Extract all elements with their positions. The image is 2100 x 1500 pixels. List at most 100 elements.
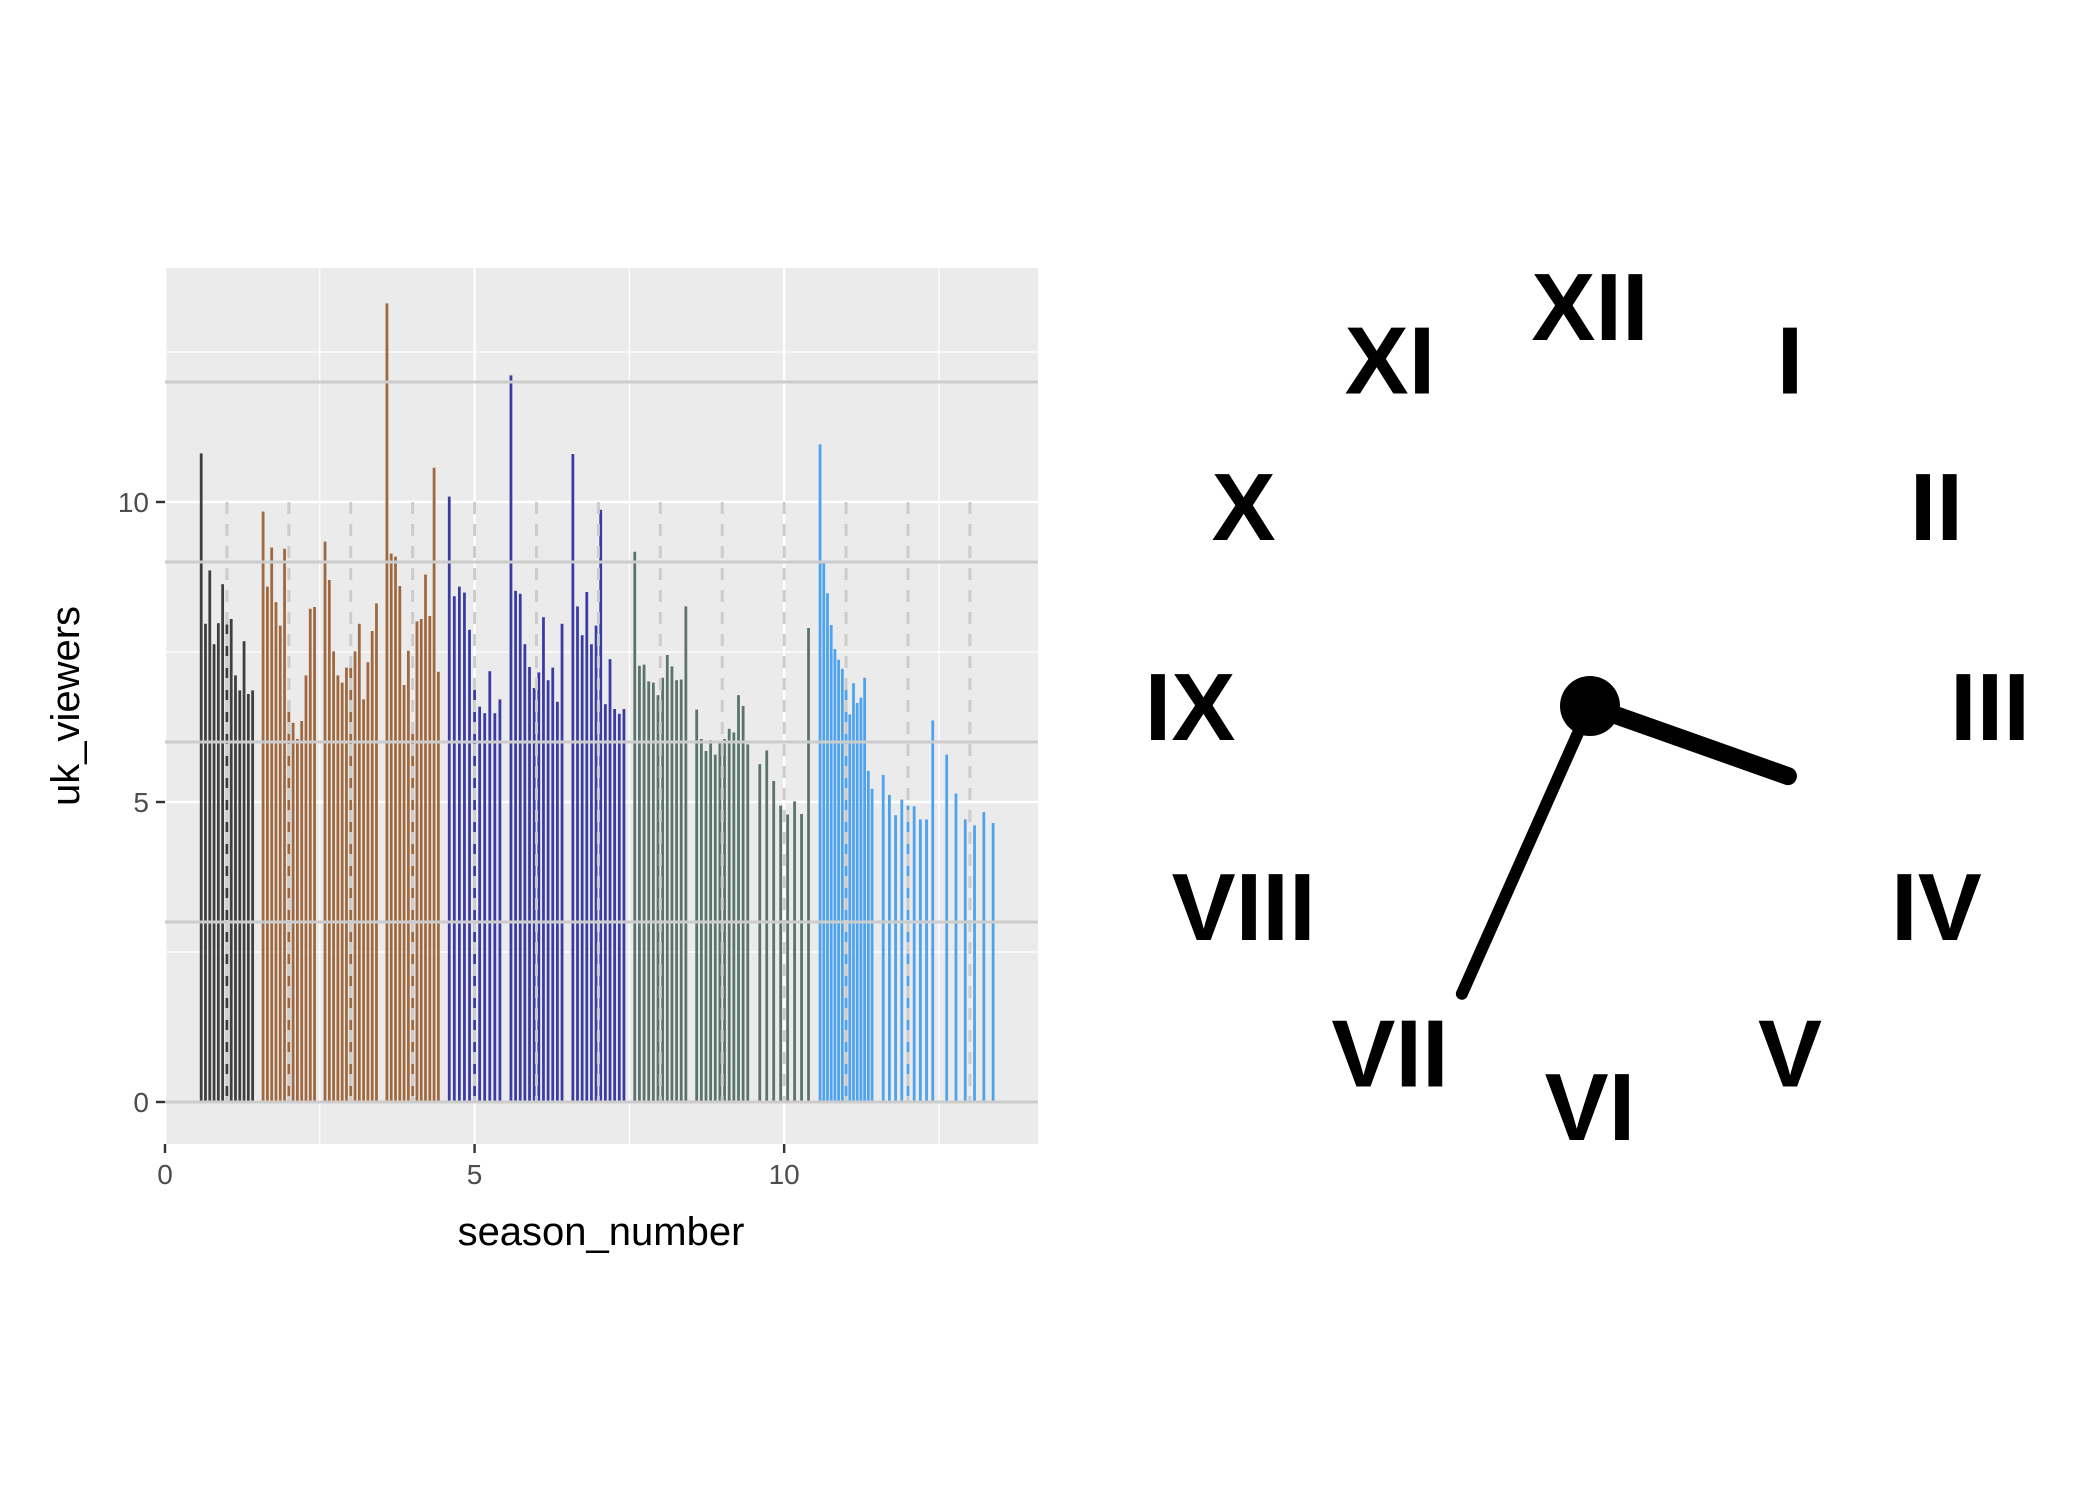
bar (488, 671, 492, 1102)
bar (463, 592, 466, 1102)
bars (199, 303, 995, 1103)
bar (800, 814, 803, 1102)
bar (251, 690, 255, 1102)
x-tick-label: 5 (467, 1159, 483, 1190)
clock-numeral: XI (1345, 308, 1436, 415)
clock-numeral: IX (1145, 654, 1236, 761)
bar (523, 644, 527, 1102)
bar (651, 682, 655, 1102)
bar (270, 547, 274, 1102)
bar (647, 681, 651, 1102)
bar (818, 444, 822, 1102)
bar (308, 608, 312, 1102)
clock-numeral: VI (1545, 1054, 1636, 1161)
clock-hub (1560, 676, 1620, 736)
bar (419, 619, 423, 1102)
clock-numeral: II (1910, 454, 1963, 561)
bar (737, 695, 740, 1102)
bar (881, 775, 885, 1102)
bar (332, 651, 335, 1102)
bar (633, 551, 637, 1102)
clock-numeral: V (1758, 1000, 1822, 1107)
bar (411, 728, 415, 1102)
bar (432, 467, 436, 1102)
bar (452, 596, 456, 1102)
bar (807, 628, 810, 1102)
bar (447, 496, 451, 1103)
clock-numeral: I (1777, 308, 1804, 415)
y-tick-label: 10 (118, 487, 149, 518)
bar (793, 801, 796, 1102)
bar (888, 794, 891, 1102)
bar (261, 511, 265, 1103)
bar (741, 706, 745, 1102)
bar (266, 586, 269, 1102)
bar (585, 592, 589, 1102)
bar (468, 629, 471, 1102)
bar (345, 667, 348, 1102)
bar (473, 685, 476, 1102)
bar (603, 704, 607, 1102)
bar (613, 709, 617, 1102)
bar (216, 623, 220, 1102)
bar (982, 812, 986, 1102)
bar (852, 683, 855, 1102)
bar (695, 709, 699, 1102)
clock-numeral: VIII (1172, 854, 1316, 961)
bar (555, 701, 559, 1102)
bar (212, 644, 216, 1102)
bar (370, 631, 374, 1102)
bar (278, 625, 282, 1102)
bar (327, 580, 331, 1102)
bar (991, 823, 995, 1102)
bar (608, 659, 612, 1102)
bar (945, 754, 949, 1102)
bar (436, 671, 440, 1102)
bar (727, 728, 731, 1102)
bar (528, 667, 531, 1102)
y-axis-title: uk_viewers (44, 606, 88, 806)
bar (665, 655, 669, 1102)
bar (973, 825, 976, 1102)
bar (394, 556, 397, 1102)
bar (208, 570, 212, 1102)
bar (859, 697, 863, 1102)
bar (402, 685, 406, 1102)
bar (863, 677, 867, 1102)
bar (670, 666, 674, 1102)
bar (323, 541, 327, 1102)
bar (537, 672, 541, 1102)
bar (204, 623, 207, 1102)
bar (389, 553, 393, 1102)
bar (385, 303, 389, 1102)
bar (518, 593, 522, 1102)
bar (532, 688, 536, 1102)
bar (234, 675, 237, 1102)
x-axis-title: season_number (458, 1210, 745, 1254)
bar-chart: 0 5 10 0 5 10 season_number uk_viewers (9, 268, 1038, 1254)
bar (498, 699, 502, 1102)
bar (829, 625, 833, 1102)
bar (870, 788, 874, 1102)
y-axis: 0 5 10 (118, 487, 165, 1118)
bar (925, 819, 928, 1102)
bar (704, 751, 708, 1102)
bar (732, 732, 736, 1102)
bar (912, 806, 916, 1102)
bar (304, 675, 308, 1102)
bar (954, 793, 958, 1102)
bar (406, 650, 410, 1102)
overlay-lines (165, 380, 1038, 1104)
bar (679, 679, 683, 1102)
x-axis: 0 5 10 (157, 1144, 800, 1190)
bar (229, 619, 233, 1102)
bar (822, 561, 826, 1102)
bar (546, 680, 550, 1102)
bar (509, 375, 513, 1102)
bar (855, 703, 859, 1102)
bar (199, 453, 203, 1102)
bar (246, 694, 250, 1102)
bar (457, 586, 461, 1102)
bar (366, 662, 370, 1102)
